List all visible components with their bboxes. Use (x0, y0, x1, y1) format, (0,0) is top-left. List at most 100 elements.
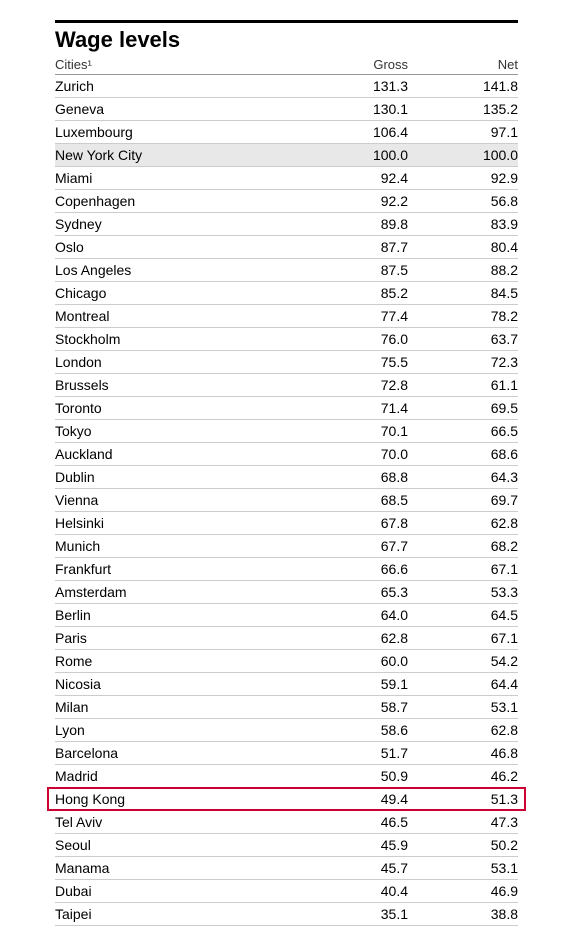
table-row: Vienna68.569.7 (55, 489, 518, 512)
cell-net: 100.0 (408, 147, 518, 163)
cell-gross: 87.7 (298, 239, 408, 255)
cell-gross: 75.5 (298, 354, 408, 370)
cell-gross: 130.1 (298, 101, 408, 117)
cell-city: Stockholm (55, 331, 298, 347)
cell-city: Dubai (55, 883, 298, 899)
cell-gross: 51.7 (298, 745, 408, 761)
table-row: Sydney89.883.9 (55, 213, 518, 236)
cell-net: 64.4 (408, 676, 518, 692)
table-title: Wage levels (55, 20, 518, 55)
cell-city: Lyon (55, 722, 298, 738)
table-row: Brussels72.861.1 (55, 374, 518, 397)
table-row: Miami92.492.9 (55, 167, 518, 190)
cell-net: 62.8 (408, 515, 518, 531)
cell-city: Tel Aviv (55, 814, 298, 830)
cell-gross: 60.0 (298, 653, 408, 669)
cell-gross: 59.1 (298, 676, 408, 692)
cell-city: Auckland (55, 446, 298, 462)
table-row: Luxembourg106.497.1 (55, 121, 518, 144)
cell-gross: 131.3 (298, 78, 408, 94)
cell-net: 54.2 (408, 653, 518, 669)
cell-net: 68.2 (408, 538, 518, 554)
table-row: Tel Aviv46.547.3 (55, 811, 518, 834)
cell-net: 50.2 (408, 837, 518, 853)
cell-net: 78.2 (408, 308, 518, 324)
table-body: Zurich131.3141.8Geneva130.1135.2Luxembou… (55, 75, 518, 926)
cell-net: 80.4 (408, 239, 518, 255)
table-row: Frankfurt66.667.1 (55, 558, 518, 581)
cell-city: Berlin (55, 607, 298, 623)
cell-city: Barcelona (55, 745, 298, 761)
table-row: Paris62.867.1 (55, 627, 518, 650)
cell-gross: 64.0 (298, 607, 408, 623)
cell-gross: 100.0 (298, 147, 408, 163)
cell-net: 46.2 (408, 768, 518, 784)
cell-city: Geneva (55, 101, 298, 117)
cell-net: 53.1 (408, 860, 518, 876)
cell-gross: 77.4 (298, 308, 408, 324)
cell-net: 47.3 (408, 814, 518, 830)
cell-city: Frankfurt (55, 561, 298, 577)
cell-gross: 92.2 (298, 193, 408, 209)
cell-city: Brussels (55, 377, 298, 393)
table-row: Chicago85.284.5 (55, 282, 518, 305)
table-row: Auckland70.068.6 (55, 443, 518, 466)
cell-gross: 50.9 (298, 768, 408, 784)
table-row: Zurich131.3141.8 (55, 75, 518, 98)
cell-net: 92.9 (408, 170, 518, 186)
cell-city: London (55, 354, 298, 370)
table-row: Taipei35.138.8 (55, 903, 518, 926)
cell-net: 56.8 (408, 193, 518, 209)
header-city: Cities¹ (55, 57, 298, 72)
cell-gross: 66.6 (298, 561, 408, 577)
cell-city: Chicago (55, 285, 298, 301)
cell-gross: 62.8 (298, 630, 408, 646)
cell-net: 62.8 (408, 722, 518, 738)
cell-gross: 68.5 (298, 492, 408, 508)
cell-gross: 58.7 (298, 699, 408, 715)
cell-net: 68.6 (408, 446, 518, 462)
cell-gross: 89.8 (298, 216, 408, 232)
cell-net: 66.5 (408, 423, 518, 439)
table-row: Copenhagen92.256.8 (55, 190, 518, 213)
cell-city: Rome (55, 653, 298, 669)
table-row: Tokyo70.166.5 (55, 420, 518, 443)
table-row: Madrid50.946.2 (55, 765, 518, 788)
cell-net: 67.1 (408, 630, 518, 646)
table-row: Geneva130.1135.2 (55, 98, 518, 121)
cell-net: 69.5 (408, 400, 518, 416)
cell-gross: 72.8 (298, 377, 408, 393)
cell-city: Seoul (55, 837, 298, 853)
table-row: Montreal77.478.2 (55, 305, 518, 328)
cell-gross: 45.7 (298, 860, 408, 876)
table-row: Toronto71.469.5 (55, 397, 518, 420)
cell-city: Taipei (55, 906, 298, 922)
cell-net: 135.2 (408, 101, 518, 117)
table-row: Oslo87.780.4 (55, 236, 518, 259)
cell-city: Los Angeles (55, 262, 298, 278)
cell-net: 88.2 (408, 262, 518, 278)
cell-city: Milan (55, 699, 298, 715)
cell-gross: 85.2 (298, 285, 408, 301)
cell-net: 46.9 (408, 883, 518, 899)
cell-gross: 76.0 (298, 331, 408, 347)
cell-net: 53.1 (408, 699, 518, 715)
cell-gross: 92.4 (298, 170, 408, 186)
cell-net: 72.3 (408, 354, 518, 370)
cell-gross: 67.7 (298, 538, 408, 554)
cell-city: Montreal (55, 308, 298, 324)
cell-city: Amsterdam (55, 584, 298, 600)
cell-gross: 70.1 (298, 423, 408, 439)
cell-gross: 46.5 (298, 814, 408, 830)
cell-city: Hong Kong (55, 791, 298, 807)
cell-gross: 68.8 (298, 469, 408, 485)
cell-gross: 67.8 (298, 515, 408, 531)
cell-city: Luxembourg (55, 124, 298, 140)
cell-gross: 49.4 (298, 791, 408, 807)
cell-net: 84.5 (408, 285, 518, 301)
cell-city: New York City (55, 147, 298, 163)
table-row: Seoul45.950.2 (55, 834, 518, 857)
cell-net: 97.1 (408, 124, 518, 140)
table-row: Dubai40.446.9 (55, 880, 518, 903)
table-row: Berlin64.064.5 (55, 604, 518, 627)
